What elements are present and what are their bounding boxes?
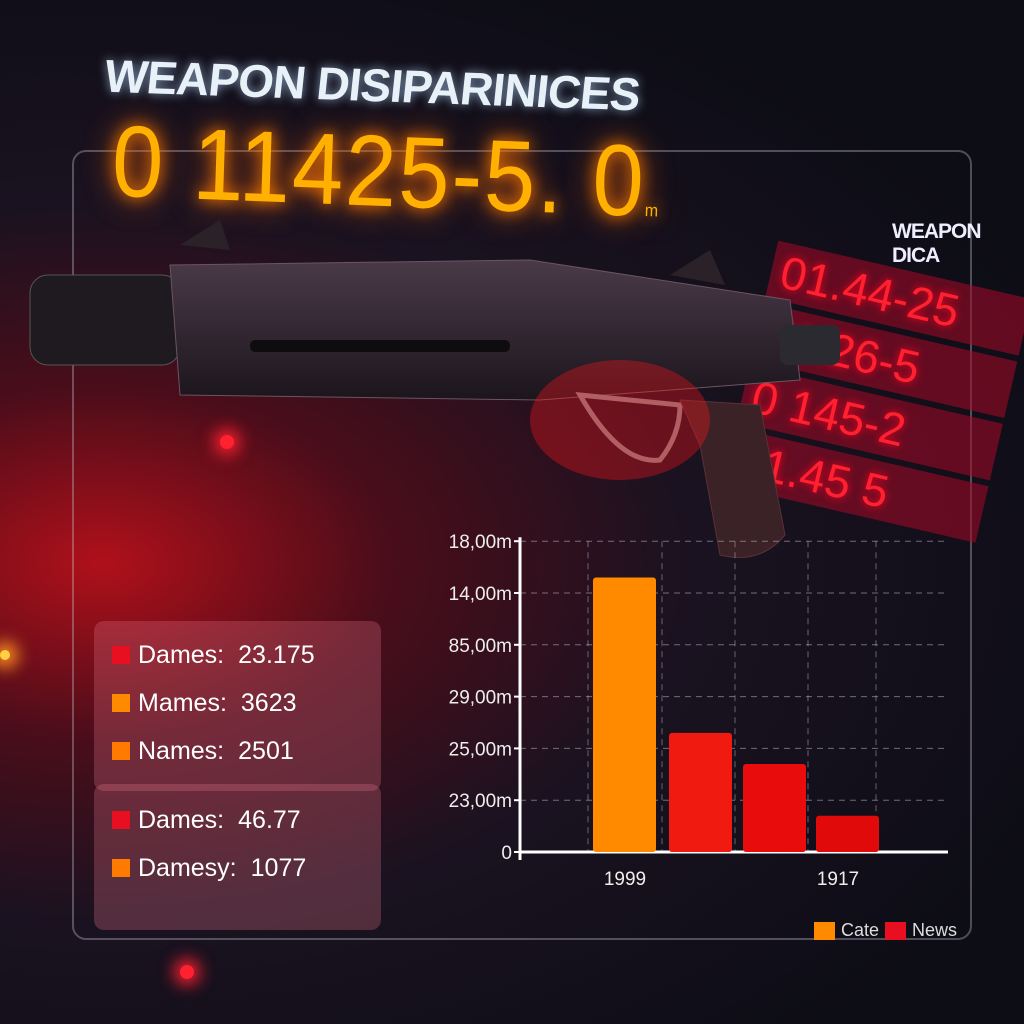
stat-label: Damesy: (138, 853, 237, 882)
stat-row: Dames: 23.175 (94, 631, 381, 679)
legend-swatch-news (885, 921, 907, 940)
y-tick-label: 23,00m (449, 791, 512, 812)
y-tick-label: 25,00m (449, 739, 512, 760)
y-tick-label: 29,00m (449, 688, 512, 709)
glow-particle (0, 650, 10, 660)
stat-swatch (112, 859, 130, 877)
stat-swatch (112, 811, 130, 829)
bar-chart: 0 23,00m 25,00m 29,00m 85,00m 14,00m 18,00m 199… (449, 532, 948, 890)
bar (593, 577, 656, 852)
stat-value: 1077 (250, 853, 307, 882)
chart-legend: Cate News (814, 920, 957, 941)
stat-label: Mames: (138, 688, 227, 717)
y-tick-label: 14,00m (449, 584, 512, 605)
stat-swatch (112, 694, 130, 712)
stat-row: Names: 2501 (94, 727, 381, 775)
stat-swatch (112, 742, 130, 760)
stat-swatch (112, 646, 130, 664)
side-title: WEAPON DICA (892, 220, 982, 267)
stat-value: 2501 (238, 736, 294, 765)
legend-label: News (912, 920, 958, 940)
bar (816, 815, 879, 852)
stat-label: Dames: (138, 805, 225, 834)
legend-swatch-cate (814, 921, 835, 940)
rifle-grip (679, 399, 786, 558)
y-tick-label: 18,00m (449, 532, 512, 553)
glow-particle (220, 435, 234, 449)
stats-card-bottom: Dames: 46.77 Damesy: 1077 (94, 784, 381, 930)
bar (669, 732, 732, 852)
stats-card-top: Dames: 23.175 Mames: 3623 Names: 2501 (94, 621, 381, 791)
stat-label: Dames: (138, 640, 225, 669)
rifle-image (29, 220, 840, 558)
stat-value: 46.77 (238, 805, 301, 834)
glow-particle (180, 965, 194, 979)
rifle-muzzle (29, 274, 181, 366)
stat-label: Names: (138, 736, 225, 765)
dashboard-panel (72, 150, 972, 940)
bar (743, 763, 806, 852)
x-tick-label: 1917 (817, 869, 859, 890)
stat-row: Damesy: 1077 (94, 844, 381, 892)
y-tick-label: 85,00m (449, 636, 512, 657)
stat-value: 23.175 (238, 640, 315, 669)
stat-row: Dames: 46.77 (94, 796, 381, 844)
legend-label: Cate (841, 920, 880, 940)
rifle-body (169, 259, 801, 401)
y-tick-label: 0 (501, 843, 512, 864)
stat-value: 3623 (240, 688, 297, 717)
x-tick-label: 1999 (604, 869, 646, 890)
stat-row: Mames: 3623 (94, 679, 381, 727)
